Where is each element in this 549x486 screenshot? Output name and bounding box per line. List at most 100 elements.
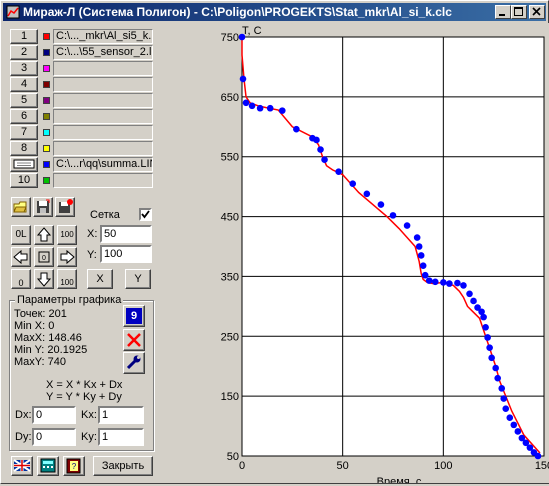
file-slot-button[interactable]: 5 <box>10 93 38 108</box>
file-path-field[interactable] <box>53 141 153 156</box>
file-path-field[interactable] <box>53 93 153 108</box>
data-point <box>335 168 342 175</box>
dx-input[interactable]: 0 <box>32 406 76 424</box>
data-point <box>415 243 423 250</box>
data-point <box>446 280 453 287</box>
save-as-button[interactable] <box>55 197 75 217</box>
file-slot-button[interactable]: 4 <box>10 77 38 92</box>
grid-label: Сетка <box>90 209 120 221</box>
file-path-field[interactable] <box>53 125 153 140</box>
x-tick-label: 100 <box>434 460 452 472</box>
scroll-up-button[interactable] <box>34 225 54 245</box>
file-path-field[interactable] <box>53 173 153 188</box>
y-tick-label: 550 <box>221 152 239 164</box>
close-window-button[interactable] <box>529 5 545 19</box>
center-button[interactable]: 0 <box>34 247 54 267</box>
data-point <box>425 277 433 284</box>
file-path-field[interactable]: C:\..._mkr\Al_si5_k.lin <box>53 29 153 44</box>
open-file-button[interactable] <box>11 197 31 217</box>
file-path-field[interactable] <box>53 61 153 76</box>
file-color-swatch[interactable] <box>43 33 50 40</box>
file-slot-button[interactable] <box>10 157 38 172</box>
scroll-right-button[interactable] <box>57 247 77 267</box>
data-point <box>500 395 508 402</box>
file-slot-button[interactable]: 1 <box>10 29 38 44</box>
ky-input[interactable]: 1 <box>98 428 144 446</box>
data-point <box>321 156 328 164</box>
dy-input[interactable]: 0 <box>32 428 76 446</box>
close-icon <box>532 7 541 16</box>
data-point <box>238 33 246 41</box>
data-point <box>377 201 385 208</box>
scroll-down-button[interactable] <box>34 269 54 289</box>
data-point <box>526 444 534 451</box>
file-color-swatch[interactable] <box>43 49 50 56</box>
scroll-left-button[interactable] <box>11 247 31 267</box>
file-path-field[interactable] <box>53 109 153 124</box>
x-step-label: X: <box>87 228 98 240</box>
y-step-input[interactable]: 100 <box>100 245 152 263</box>
file-slot-button[interactable]: 10 <box>10 173 38 188</box>
file-path-field[interactable]: C:\...\55_sensor_2.lin <box>53 45 153 60</box>
zero-left-button[interactable]: 0L <box>11 225 31 245</box>
keyboard-icon <box>13 159 35 169</box>
file-slot-button[interactable]: 6 <box>10 109 38 124</box>
calculator-button[interactable] <box>37 456 59 476</box>
zero-bottom-button[interactable]: 0 <box>11 269 31 289</box>
y-scale-button[interactable]: Y <box>125 269 151 289</box>
svg-text:0: 0 <box>42 255 46 262</box>
minimize-button[interactable] <box>495 5 511 19</box>
file-slot-button[interactable]: 2 <box>10 45 38 60</box>
data-point <box>431 278 439 286</box>
data-point <box>413 234 421 241</box>
file-color-swatch[interactable] <box>43 81 50 88</box>
file-color-swatch[interactable] <box>43 145 50 152</box>
file-path-field[interactable]: C:\...r\qq\summa.LIN <box>53 157 153 172</box>
title-bar[interactable]: Мираж-Л (Система Полигон) - C:\Poligon\P… <box>3 3 546 21</box>
tool-button[interactable] <box>123 352 145 374</box>
file-color-swatch[interactable] <box>43 177 50 184</box>
file-color-swatch[interactable] <box>43 97 50 104</box>
grid-checkbox[interactable] <box>139 208 152 221</box>
nine-button[interactable]: 9 <box>123 305 145 327</box>
window-title: Мираж-Л (Система Полигон) - C:\Poligon\P… <box>23 5 452 19</box>
close-button[interactable]: Закрыть <box>93 456 153 476</box>
data-point <box>389 212 397 219</box>
help-book-icon: ? <box>66 458 81 474</box>
hundred-top-button[interactable]: 100 <box>57 225 77 245</box>
file-slot-button[interactable]: 7 <box>10 125 38 140</box>
file-path-field[interactable] <box>53 77 153 92</box>
file-color-swatch[interactable] <box>43 161 50 168</box>
hundred-bottom-button[interactable]: 100 <box>57 269 77 289</box>
data-point <box>278 107 286 114</box>
data-point <box>470 297 477 305</box>
minimize-icon <box>499 14 505 16</box>
file-color-swatch[interactable] <box>43 113 50 120</box>
chart-area: 05010015050150250350450550650750T, CВрем… <box>213 23 549 486</box>
y-tick-label: 750 <box>221 32 239 44</box>
delete-button[interactable] <box>123 329 145 351</box>
arrow-right-icon <box>60 249 75 265</box>
max-x-value: MaxX: 148.46 <box>14 332 82 344</box>
kx-input[interactable]: 1 <box>98 406 144 424</box>
data-point <box>494 374 501 382</box>
x-scale-button[interactable]: X <box>87 269 113 289</box>
data-point <box>421 271 429 279</box>
y-tick-label: 250 <box>221 331 239 343</box>
arrow-up-icon <box>36 227 52 242</box>
file-color-swatch[interactable] <box>43 65 50 72</box>
language-button[interactable] <box>11 456 33 476</box>
data-point <box>502 405 510 413</box>
x-step-input[interactable]: 50 <box>100 225 152 243</box>
params-title: Параметры графика <box>15 294 124 306</box>
maximize-button[interactable] <box>511 5 527 19</box>
file-slot-button[interactable]: 3 <box>10 61 38 76</box>
save-file-button[interactable] <box>33 197 53 217</box>
help-button[interactable]: ? <box>63 456 85 476</box>
data-point <box>419 262 427 269</box>
file-color-swatch[interactable] <box>43 129 50 136</box>
file-slot-button[interactable]: 8 <box>10 141 38 156</box>
data-point <box>518 434 526 442</box>
data-point <box>256 104 264 112</box>
